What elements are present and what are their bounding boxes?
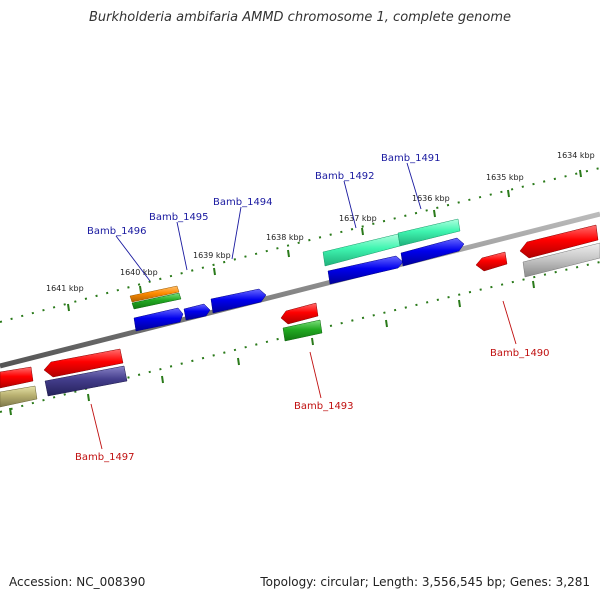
gene-feature-silver [522,242,600,278]
outer-tick-track [0,167,600,323]
gene-feature-aquamarine [397,218,461,247]
gene-feature-blue [210,288,267,314]
gene-feature-orange [129,285,180,303]
gene-feature-blue [400,237,465,267]
kbp-label-1637: 1637 kbp [339,214,377,223]
gene-feature-green [131,292,182,310]
kbp-label-1640: 1640 kbp [120,268,158,277]
kbp-label-1634: 1634 kbp [557,151,595,160]
gene-feature-red [0,366,34,389]
gene-label-bamb-1491: Bamb_1491 [381,153,441,164]
gene-label-bamb-1495: Bamb_1495 [149,212,209,223]
chromosome-backbone [0,211,600,369]
kbp-label-1638: 1638 kbp [266,233,304,242]
gene-feature-khaki [0,385,38,408]
gene-feature-red [280,302,319,325]
gene-feature-red [475,251,508,272]
gene-label-bamb-1497: Bamb_1497 [75,452,135,463]
gene-features [0,218,600,408]
gene-feature-red [43,348,124,378]
accession-text: Accession: NC_008390 [9,575,146,589]
kbp-label-1641: 1641 kbp [46,284,84,293]
topology-text: Topology: circular; Length: 3,556,545 bp… [260,575,590,589]
gene-feature-blue [183,303,211,321]
gene-feature-red [519,224,599,259]
gene-label-bamb-1494: Bamb_1494 [213,197,273,208]
kbp-label-1635: 1635 kbp [486,173,524,182]
gene-label-bamb-1496: Bamb_1496 [87,226,147,237]
gene-feature-green [282,319,323,342]
kbp-label-1636: 1636 kbp [412,194,450,203]
gene-label-bamb-1492: Bamb_1492 [315,171,375,182]
gene-feature-blue [327,255,404,285]
label-pointers [90,162,517,450]
map-title: Burkholderia ambifaria AMMD chromosome 1… [88,10,512,25]
kbp-label-1639: 1639 kbp [193,251,231,260]
gene-label-bamb-1490: Bamb_1490 [490,348,550,359]
gene-feature-slate [44,365,128,397]
gene-label-bamb-1493: Bamb_1493 [294,401,354,412]
major-ticks [9,169,582,416]
gene-feature-blue [133,307,184,332]
